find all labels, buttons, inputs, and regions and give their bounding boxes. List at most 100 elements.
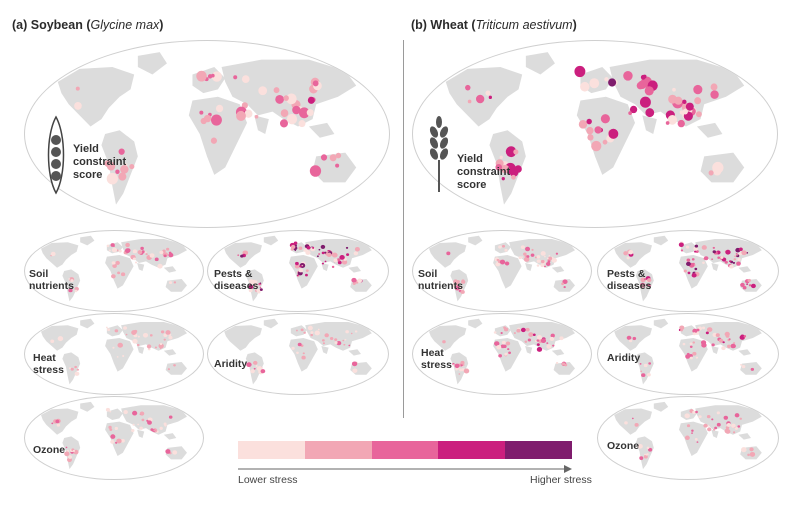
wheat-soil-nutrients-map: [412, 230, 592, 312]
landmass-9: [711, 263, 719, 271]
landmass-4: [290, 325, 307, 337]
stress-hotspot: [686, 424, 691, 428]
stress-hotspot: [548, 256, 553, 261]
landmass-8: [165, 362, 187, 375]
stress-hotspot: [639, 96, 651, 108]
stress-hotspot: [516, 328, 521, 333]
landmass-5: [105, 338, 134, 372]
stress-hotspot: [723, 415, 729, 420]
legend-swatch-2: [304, 441, 372, 459]
stress-hotspot: [137, 423, 140, 426]
stress-hotspot: [549, 336, 555, 342]
stress-hotspot: [643, 278, 647, 281]
landmass-1: [57, 67, 135, 127]
stress-hotspot: [139, 426, 143, 430]
stress-hotspot: [544, 255, 546, 258]
stress-hotspot: [520, 327, 526, 333]
landmass-1: [445, 67, 523, 127]
map-label-line1: Heat: [421, 347, 444, 359]
stress-hotspot: [501, 340, 506, 345]
landmass-7: [738, 266, 751, 273]
stress-hotspot: [634, 422, 639, 427]
stress-hotspot: [123, 410, 128, 415]
stress-hotspot: [309, 165, 322, 177]
landmass-2: [263, 235, 279, 246]
stress-hotspot: [540, 259, 545, 264]
stress-hotspot: [727, 344, 731, 348]
stress-hotspot: [336, 340, 342, 346]
stress-hotspot: [248, 279, 254, 284]
stress-hotspot: [683, 269, 687, 273]
stress-hotspot: [604, 77, 609, 82]
stress-hotspot: [290, 244, 296, 249]
map-label-line1: Soil: [418, 268, 438, 280]
stress-hotspot: [147, 347, 151, 351]
stress-hotspot: [215, 104, 224, 113]
landmass-1: [614, 408, 652, 435]
stress-hotspot: [299, 265, 302, 268]
stress-hotspot: [685, 354, 691, 359]
stress-hotspot: [578, 120, 588, 129]
stress-hotspot: [751, 283, 756, 289]
landmass-7: [308, 122, 335, 138]
stress-hotspot: [301, 264, 304, 267]
landmass-5: [289, 338, 318, 372]
stress-hotspot: [551, 257, 557, 263]
landmass-1: [41, 242, 79, 268]
stress-hotspot: [710, 90, 719, 99]
stress-hotspot: [149, 253, 155, 258]
stress-hotspot: [316, 255, 319, 258]
landmass-2: [468, 318, 483, 329]
stress-hotspot: [628, 249, 634, 255]
stress-hotspot: [352, 282, 356, 285]
stress-hotspot: [498, 354, 502, 358]
landmass-9: [525, 263, 533, 271]
stress-hotspot: [132, 249, 138, 254]
stress-hotspot: [555, 252, 559, 255]
landmass-9: [137, 429, 145, 438]
stress-hotspot: [72, 449, 76, 453]
stress-hotspot: [714, 426, 718, 430]
stress-hotspot: [314, 330, 320, 336]
stress-hotspot: [674, 96, 683, 105]
stress-hotspot: [334, 338, 338, 341]
stress-hotspot: [115, 169, 120, 174]
stress-hotspot: [738, 252, 742, 256]
stress-hotspot: [68, 455, 72, 459]
soybean-aridity-label: Aridity: [214, 358, 247, 370]
stress-hotspot: [636, 81, 644, 90]
landmass-6: [695, 405, 762, 435]
stress-hotspot: [310, 333, 314, 337]
stress-hotspot: [538, 335, 541, 338]
stress-hotspot: [463, 368, 470, 374]
stress-hotspot: [168, 251, 172, 255]
stress-hotspot: [165, 330, 171, 335]
stress-hotspot: [680, 328, 683, 332]
stress-hotspot: [686, 352, 690, 356]
soybean-main-map: [24, 40, 390, 228]
stress-hotspot: [122, 355, 125, 357]
stress-hotspot: [488, 95, 492, 100]
stress-hotspot: [594, 126, 602, 134]
stress-hotspot: [196, 70, 207, 82]
stress-hotspot: [747, 453, 750, 457]
stress-hotspot: [691, 432, 693, 434]
landmass-2: [80, 318, 95, 329]
stress-hotspot: [307, 325, 313, 331]
stress-hotspot: [564, 363, 568, 367]
stress-hotspot: [317, 328, 320, 331]
stress-hotspot: [110, 440, 115, 444]
stress-hotspot: [137, 335, 140, 338]
stress-hotspot: [500, 332, 503, 335]
stress-hotspot: [452, 283, 457, 287]
stress-hotspot: [132, 423, 135, 426]
stress-hotspot: [475, 94, 485, 104]
stress-hotspot: [711, 258, 714, 260]
stress-hotspot: [115, 260, 120, 265]
stress-hotspot: [211, 71, 222, 82]
stress-hotspot: [711, 418, 714, 421]
stress-hotspot: [324, 333, 329, 338]
stress-hotspot: [740, 282, 745, 287]
stress-hotspot: [646, 446, 650, 450]
stress-hotspot: [691, 429, 694, 432]
